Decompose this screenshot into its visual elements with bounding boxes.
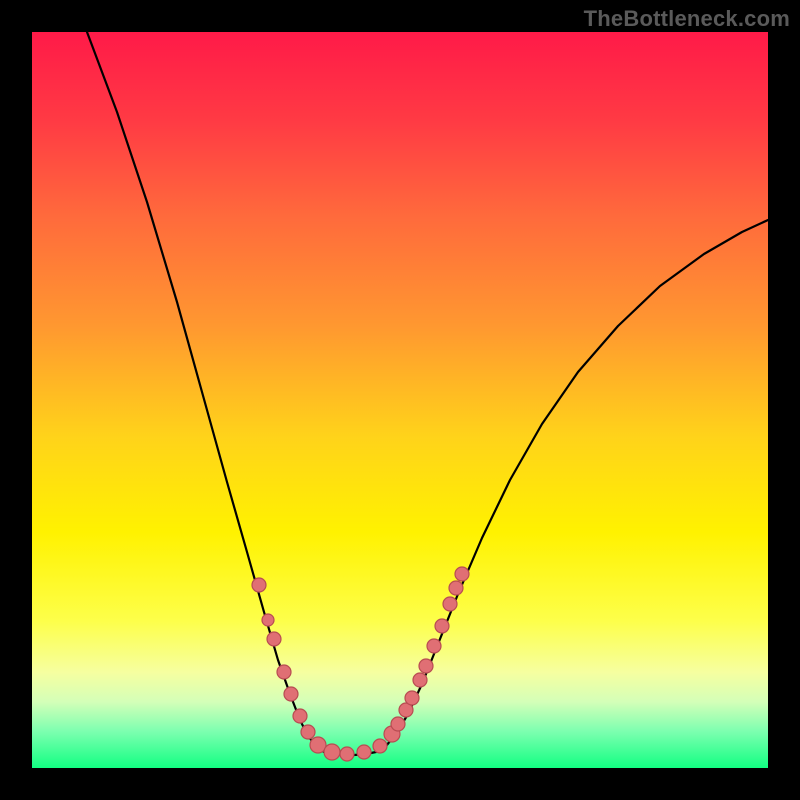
data-marker: [277, 665, 291, 679]
data-marker: [340, 747, 354, 761]
data-marker: [449, 581, 463, 595]
data-marker: [455, 567, 469, 581]
data-marker: [413, 673, 427, 687]
watermark-text: TheBottleneck.com: [584, 6, 790, 32]
data-marker: [435, 619, 449, 633]
data-marker: [405, 691, 419, 705]
data-marker: [373, 739, 387, 753]
data-marker: [427, 639, 441, 653]
data-marker: [324, 744, 340, 760]
data-marker: [284, 687, 298, 701]
plot-area: [32, 32, 768, 768]
data-marker: [301, 725, 315, 739]
data-marker: [262, 614, 274, 626]
data-marker: [293, 709, 307, 723]
data-marker: [267, 632, 281, 646]
data-marker: [443, 597, 457, 611]
data-marker: [357, 745, 371, 759]
chart-frame: TheBottleneck.com: [0, 0, 800, 800]
data-marker: [391, 717, 405, 731]
data-marker: [419, 659, 433, 673]
data-marker: [252, 578, 266, 592]
chart-svg: [32, 32, 768, 768]
